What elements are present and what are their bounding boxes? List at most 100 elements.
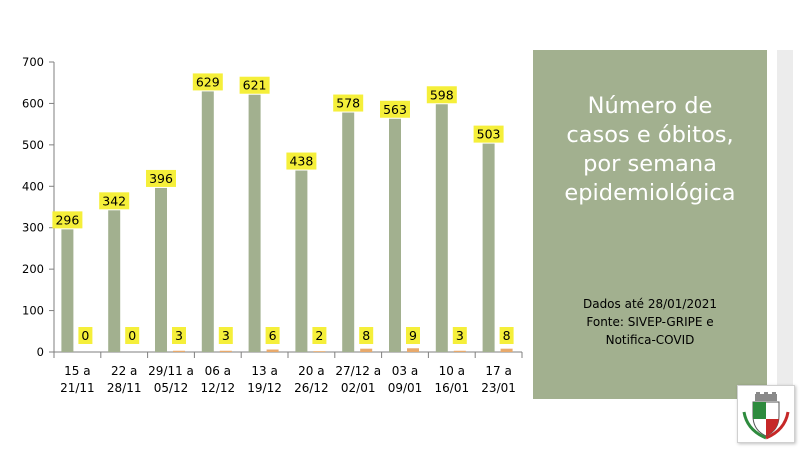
deaths-data-label-bg — [499, 327, 514, 344]
chart-bars — [61, 91, 513, 353]
y-tick-label: 700 — [22, 55, 44, 69]
cases-data-label-bg — [333, 94, 364, 112]
cases-data-label: 342 — [102, 193, 126, 208]
x-tick-label-line: 28/11 — [107, 381, 142, 395]
cases-data-label: 629 — [196, 74, 220, 89]
side-strip — [777, 50, 793, 399]
x-tick-label-line: 06 a — [205, 364, 231, 378]
cases-data-label-bg — [146, 169, 176, 187]
cases-data-label: 438 — [289, 154, 313, 169]
x-tick-label-line: 23/01 — [481, 381, 516, 395]
x-tick-label-line: 02/01 — [341, 381, 376, 395]
deaths-data-label-bg — [78, 327, 93, 344]
deaths-data-label: 8 — [362, 328, 370, 343]
x-tick-label-line: 03 a — [392, 364, 418, 378]
deaths-bar — [313, 351, 326, 352]
panel-title-line: casos e óbitos, — [566, 122, 734, 148]
panel-note-line: Dados até 28/01/2021 — [582, 297, 718, 311]
title-panel: Número de casos e óbitos, por semana epi… — [533, 50, 767, 399]
deaths-data-label-bg — [312, 327, 327, 344]
deaths-data-label-bg — [359, 327, 374, 344]
y-tick-label: 0 — [37, 345, 44, 359]
x-tick-label-line: 05/12 — [154, 381, 189, 395]
x-tick-label-line: 29/11 a — [148, 364, 194, 378]
cases-data-label-bg — [473, 125, 504, 143]
x-tick-label-line: 15 a — [64, 364, 90, 378]
deaths-data-label-bg — [452, 327, 467, 344]
cases-data-label-bg — [426, 86, 457, 104]
x-tick-label-line: 13 a — [251, 364, 277, 378]
cases-bar — [295, 170, 308, 352]
cases-bar — [482, 143, 495, 352]
deaths-data-label: 3 — [222, 328, 230, 343]
cases-data-label-bg — [99, 192, 130, 210]
cases-data-label: 503 — [477, 127, 501, 142]
cases-bar — [108, 210, 121, 352]
y-tick-label: 100 — [22, 304, 44, 318]
panel-title-line: Número de — [587, 93, 713, 119]
cases-data-label: 598 — [430, 87, 454, 102]
x-tick-label-line: 26/12 — [294, 381, 329, 395]
cases-data-label: 296 — [55, 212, 79, 227]
panel-note-line: Notifica-COVID — [605, 333, 695, 347]
x-tick-label-line: 27/12 a — [335, 364, 381, 378]
y-tick-label: 200 — [22, 262, 44, 276]
cases-data-label-bg — [380, 100, 410, 118]
x-tick-label-line: 12/12 — [201, 381, 236, 395]
deaths-data-label: 2 — [315, 328, 323, 343]
cases-bar — [389, 118, 401, 352]
deaths-data-label-bg — [406, 327, 420, 344]
deaths-data-label: 0 — [128, 328, 136, 343]
panel-note-line: Fonte: SIVEP-GRIPE e — [586, 315, 714, 329]
deaths-bar — [500, 348, 513, 352]
panel-title-line: epidemiológica — [564, 180, 736, 206]
panel-title: Número de casos e óbitos, por semana epi… — [533, 92, 767, 208]
deaths-bar — [219, 350, 232, 352]
x-tick-label-line: 16/01 — [435, 381, 470, 395]
y-tick-label: 400 — [22, 179, 44, 193]
cases-bar — [201, 91, 214, 353]
cases-data-label: 621 — [243, 78, 267, 93]
cases-data-label-bg — [286, 152, 317, 170]
x-tick-label-line: 19/12 — [247, 381, 282, 395]
cases-data-label-bg — [239, 76, 270, 94]
chart-data-labels: 296 0 342 0 396 3 629 3 621 6 438 2 578 8 563 9 598 3 503 8 — [52, 73, 514, 344]
x-tick-label-line: 17 a — [485, 364, 511, 378]
deaths-data-label-bg — [125, 327, 140, 344]
x-tick-label-line: 21/11 — [60, 381, 95, 395]
deaths-bar — [266, 349, 279, 352]
x-tick-label-line: 09/01 — [388, 381, 423, 395]
cases-data-label-bg — [192, 73, 223, 91]
panel-source-note: Dados até 28/01/2021 Fonte: SIVEP-GRIPE … — [533, 295, 767, 349]
cases-bar — [155, 187, 167, 352]
chart-x-tick-labels: 15 a 21/11 22 a 28/11 29/11 a 05/12 06 a 12/12 1… — [60, 364, 516, 395]
cases-bar — [435, 104, 448, 352]
y-tick-label: 600 — [22, 96, 44, 110]
deaths-data-label-bg — [218, 327, 233, 344]
deaths-data-label: 6 — [269, 328, 277, 343]
deaths-data-label: 8 — [503, 328, 511, 343]
deaths-data-label: 3 — [175, 328, 183, 343]
deaths-bar — [173, 350, 185, 352]
deaths-data-label: 0 — [81, 328, 89, 343]
y-tick-label: 300 — [22, 221, 44, 235]
deaths-data-label-bg — [265, 327, 280, 344]
x-tick-label-line: 20 a — [298, 364, 324, 378]
municipal-coat-of-arms-icon — [737, 385, 795, 443]
cases-bar — [248, 94, 261, 352]
cases-data-label: 396 — [149, 171, 173, 186]
y-tick-label: 500 — [22, 138, 44, 152]
cases-bar — [61, 229, 74, 352]
x-tick-label-line: 22 a — [111, 364, 137, 378]
cases-data-label-bg — [52, 211, 83, 229]
panel-title-line: por semana — [583, 151, 717, 177]
deaths-bar — [453, 350, 466, 352]
deaths-bar — [360, 348, 373, 352]
deaths-data-label: 9 — [409, 328, 417, 343]
cases-data-label: 578 — [336, 96, 360, 111]
cases-data-label: 563 — [383, 102, 407, 117]
deaths-data-label-bg — [172, 327, 186, 344]
deaths-bar — [407, 348, 419, 352]
